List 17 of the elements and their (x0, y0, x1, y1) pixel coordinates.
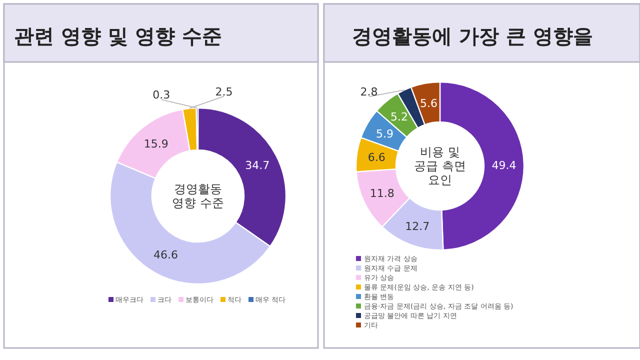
data-label: 11.8 (370, 187, 394, 200)
text: 경영활동 영향 수준 (172, 182, 224, 210)
chart-title: 경영활동에 가장 큰 영향을 (352, 24, 593, 48)
text: 비용 및 공급 측면 요인 (414, 145, 466, 187)
data-label: 46.6 (153, 248, 178, 262)
data-label: 15.9 (144, 138, 168, 151)
data-label: 12.7 (405, 220, 430, 233)
data-label: 0.3 (152, 88, 170, 102)
data-label: 34.7 (245, 159, 270, 172)
data-label: 6.6 (368, 151, 386, 164)
data-label: 5.2 (390, 110, 408, 124)
data-label: 5.9 (376, 128, 394, 141)
data-label: 49.4 (492, 158, 516, 172)
data-label: 2.8 (360, 86, 378, 99)
chart-title: 관련 영향 및 영향 수준 (14, 24, 222, 48)
data-label: 5.6 (420, 96, 438, 110)
data-label: 2.5 (215, 85, 233, 98)
